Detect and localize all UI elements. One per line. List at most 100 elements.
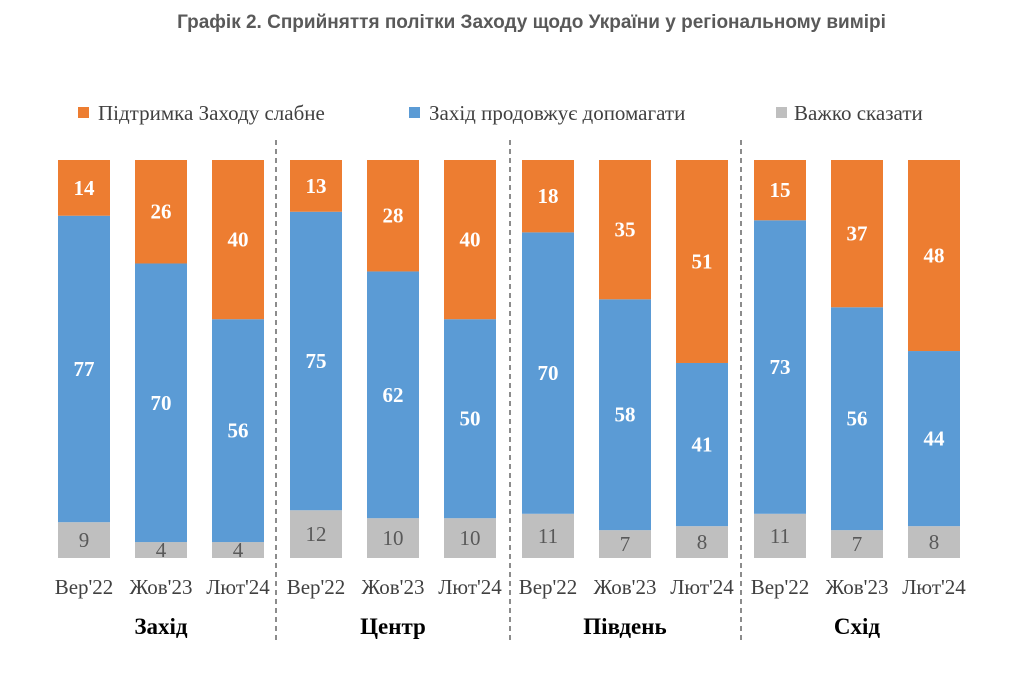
legend: Підтримка Заходу слабне Захід продовжує д… [78, 101, 923, 125]
bar-segment-g4-c2-s2 [831, 307, 883, 531]
bar-segment-g1-c3-s2 [212, 319, 264, 543]
data-label-g4-c3-s2: 44 [924, 427, 946, 451]
bar-segment-g4-c1-s2 [754, 220, 806, 514]
bar-segment-g3-c2-s1 [599, 530, 651, 558]
bar-segment-g3-c3-s1 [676, 526, 728, 558]
data-label-g2-c2-s3: 28 [383, 204, 404, 228]
bar-segment-g3-c2-s2 [599, 299, 651, 531]
data-label-g3-c2-s2: 58 [615, 403, 636, 427]
bar-segment-g2-c3-s2 [444, 319, 496, 519]
bar-segment-g3-c1-s2 [522, 232, 574, 514]
group-label-2: Центр [360, 614, 426, 639]
data-label-g1-c3-s2: 56 [228, 419, 249, 443]
chart-title: Графік 2. Сприйняття політки Заходу щодо… [177, 12, 886, 33]
bar-segment-g3-c1-s3 [522, 160, 574, 233]
x-tick-label-g2-c1: Вер'22 [287, 575, 346, 599]
data-label-g1-c3-s1: 4 [233, 538, 244, 562]
bar-segment-g4-c3-s3 [908, 160, 960, 352]
data-label-g3-c1-s2: 70 [538, 361, 559, 385]
group-label-4: Схід [834, 614, 881, 639]
group-label-3: Південь [583, 614, 666, 639]
data-label-g2-c3-s2: 50 [460, 407, 481, 431]
bar-segment-g4-c3-s1 [908, 526, 960, 558]
data-label-g1-c2-s3: 26 [151, 200, 172, 224]
bar-segment-g3-c2-s3 [599, 160, 651, 300]
data-label-g1-c1-s2: 77 [74, 357, 95, 381]
bar-segment-g2-c2-s2 [367, 271, 419, 519]
bar-segment-g4-c2-s3 [831, 160, 883, 308]
legend-swatch-2 [409, 107, 420, 118]
x-tick-label-g4-c3: Лют'24 [902, 575, 966, 599]
x-tick-label-g1-c3: Лют'24 [206, 575, 270, 599]
data-label-g3-c3-s3: 51 [692, 249, 713, 273]
bar-segment-g4-c2-s1 [831, 530, 883, 558]
data-label-g1-c3-s3: 40 [228, 228, 249, 252]
data-label-g4-c2-s3: 37 [847, 222, 868, 246]
data-label-g4-c3-s1: 8 [929, 530, 940, 554]
x-tick-label-g3-c1: Вер'22 [519, 575, 578, 599]
data-label-g4-c1-s2: 73 [770, 355, 791, 379]
bar-segment-g1-c2-s2 [135, 263, 187, 543]
data-label-g1-c2-s2: 70 [151, 391, 172, 415]
data-label-g2-c2-s2: 62 [383, 383, 404, 407]
legend-label-1: Підтримка Заходу слабне [98, 101, 325, 125]
x-tick-label-g2-c3: Лют'24 [438, 575, 502, 599]
group-labels: Захід Центр Південь Схід [134, 614, 880, 639]
bar-segment-g1-c1-s2 [58, 215, 110, 523]
bar-segment-g1-c1-s1 [58, 522, 110, 558]
bar-segment-g2-c3-s3 [444, 160, 496, 320]
group-label-1: Захід [134, 614, 188, 639]
legend-label-3: Важко сказати [794, 101, 923, 125]
x-tick-label-g2-c2: Жов'23 [362, 575, 425, 599]
x-tick-labels: Вер'22 Жов'23 Лют'24 Вер'22 Жов'23 Лют'24 Вер'… [55, 575, 967, 599]
x-tick-label-g3-c2: Жов'23 [594, 575, 657, 599]
legend-swatch-3 [776, 107, 787, 118]
bars: 9771447026456401275131062281050401170187… [58, 160, 960, 562]
bar-segment-g2-c1-s2 [290, 211, 342, 511]
bar-segment-g4-c3-s2 [908, 351, 960, 527]
data-label-g4-c2-s1: 7 [852, 532, 863, 556]
data-label-g4-c1-s1: 11 [770, 524, 790, 548]
x-tick-label-g1-c2: Жов'23 [130, 575, 193, 599]
bar-segment-g1-c2-s3 [135, 160, 187, 264]
data-label-g1-c1-s1: 9 [79, 528, 90, 552]
data-label-g3-c2-s1: 7 [620, 532, 631, 556]
legend-label-2: Захід продовжує допомагати [429, 101, 685, 125]
data-label-g3-c2-s3: 35 [615, 218, 636, 242]
bar-segment-g3-c3-s3 [676, 160, 728, 363]
bar-segment-g2-c2-s3 [367, 160, 419, 272]
data-label-g2-c3-s1: 10 [460, 526, 481, 550]
data-label-g1-c1-s3: 14 [74, 176, 96, 200]
bar-segment-g2-c1-s1 [290, 510, 342, 558]
data-label-g4-c3-s3: 48 [924, 244, 945, 268]
data-label-g2-c2-s1: 10 [383, 526, 404, 550]
x-tick-label-g4-c1: Вер'22 [751, 575, 810, 599]
x-tick-label-g3-c3: Лют'24 [670, 575, 734, 599]
data-label-g3-c1-s1: 11 [538, 524, 558, 548]
data-label-g4-c2-s2: 56 [847, 407, 868, 431]
bar-segment-g1-c3-s3 [212, 160, 264, 320]
data-label-g2-c3-s3: 40 [460, 228, 481, 252]
group-separators [275, 140, 742, 640]
data-label-g3-c3-s2: 41 [692, 433, 713, 457]
bar-segment-g3-c1-s1 [522, 513, 574, 558]
data-label-g2-c1-s1: 12 [306, 522, 327, 546]
bar-segment-g2-c2-s1 [367, 518, 419, 558]
data-label-g3-c1-s3: 18 [538, 184, 559, 208]
x-tick-label-g4-c2: Жов'23 [826, 575, 889, 599]
bar-segment-g2-c1-s3 [290, 160, 342, 212]
bar-segment-g2-c3-s1 [444, 518, 496, 558]
data-label-g1-c2-s1: 4 [156, 538, 167, 562]
bar-segment-g3-c3-s2 [676, 362, 728, 527]
legend-swatch-1 [78, 107, 89, 118]
bar-segment-g1-c1-s3 [58, 160, 110, 216]
x-tick-label-g1-c1: Вер'22 [55, 575, 114, 599]
data-label-g2-c1-s2: 75 [306, 349, 327, 373]
data-label-g2-c1-s3: 13 [306, 174, 327, 198]
bar-segment-g4-c1-s1 [754, 513, 806, 558]
bar-segment-g1-c2-s1 [135, 542, 187, 558]
data-label-g4-c1-s3: 15 [770, 178, 791, 202]
data-label-g3-c3-s1: 8 [697, 530, 708, 554]
bar-segment-g1-c3-s1 [212, 542, 264, 558]
